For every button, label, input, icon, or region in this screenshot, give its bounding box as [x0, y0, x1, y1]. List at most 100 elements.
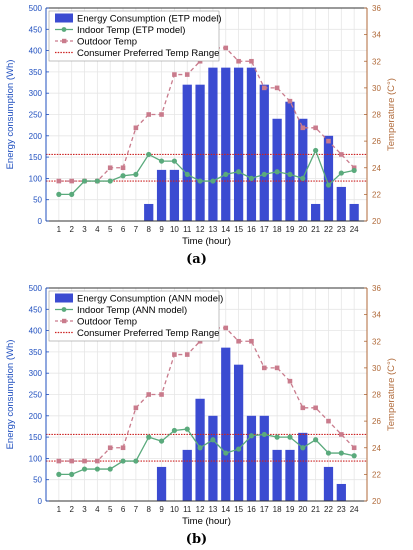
x-tick-label: 24 [350, 225, 359, 234]
x-tick-label: 13 [208, 225, 217, 234]
indoor-temp-point [287, 171, 293, 178]
x-tick-label: 12 [196, 225, 205, 234]
energy-bar [182, 84, 192, 222]
indoor-temp-point [338, 170, 344, 176]
outdoor-temp-point [223, 45, 229, 51]
indoor-temp-point [107, 178, 113, 184]
outdoor-temp-point [339, 432, 344, 437]
x-tick-label: 1 [57, 225, 62, 234]
right-axis-label: Temperature (C°) [386, 78, 397, 151]
legend: Energy Consumption (ETP model)Indoor Tem… [48, 10, 222, 62]
outdoor-temp-point [146, 112, 152, 117]
outdoor-temp-point [351, 445, 357, 451]
indoor-temp-point [158, 438, 165, 444]
x-tick-label: 9 [159, 505, 164, 514]
legend-label: Outdoor Temp [77, 316, 137, 327]
x-tick-label: 3 [82, 225, 87, 234]
legend-swatch-energy [55, 293, 73, 303]
left-tick-label: 250 [29, 111, 43, 120]
indoor-temp-point [81, 466, 88, 472]
left-tick-label: 500 [29, 4, 43, 13]
indoor-temp-point [223, 171, 229, 178]
left-tick-label: 300 [29, 369, 43, 378]
right-tick-label: 28 [372, 111, 381, 120]
right-tick-label: 26 [372, 417, 381, 426]
indoor-temp-point [197, 445, 203, 451]
right-tick-label: 28 [372, 391, 381, 400]
left-tick-label: 250 [29, 391, 43, 400]
left-tick-label: 150 [29, 153, 43, 162]
outdoor-temp-point [120, 445, 126, 451]
left-tick-label: 50 [33, 476, 42, 485]
chart-panel-2: 0501001502002503003504004505002022242628… [5, 284, 397, 547]
energy-bar [272, 449, 282, 501]
outdoor-temp-point [159, 392, 164, 397]
outdoor-temp-point [274, 85, 280, 91]
right-tick-label: 34 [372, 31, 381, 40]
indoor-temp-point [261, 431, 267, 438]
energy-bar [233, 67, 244, 221]
left-tick-label: 350 [29, 68, 43, 77]
x-tick-label: 11 [183, 225, 192, 234]
energy-bar [323, 466, 334, 501]
x-tick-label: 15 [234, 225, 243, 234]
chart-panel-1: 0501001502002503003504004505002022242628… [5, 4, 397, 267]
x-tick-label: 5 [108, 225, 113, 234]
x-tick-label: 6 [121, 225, 126, 234]
left-tick-label: 450 [29, 25, 43, 34]
right-tick-label: 30 [372, 364, 381, 373]
legend-marker-outdoor [62, 38, 67, 44]
outdoor-temp-point [69, 458, 74, 464]
legend-label: Energy Consumption (ANN model) [77, 293, 223, 304]
x-tick-label: 16 [247, 505, 256, 514]
x-tick-label: 7 [134, 505, 139, 514]
outdoor-temp-point [300, 405, 306, 411]
indoor-temp-point [261, 171, 267, 178]
x-tick-label: 2 [69, 505, 74, 514]
left-tick-label: 200 [29, 132, 43, 141]
legend-box [48, 290, 220, 342]
energy-bar [221, 347, 231, 501]
energy-bar [323, 135, 334, 221]
left-tick-label: 100 [29, 454, 43, 463]
x-tick-label: 10 [170, 225, 179, 234]
x-tick-label: 19 [286, 225, 295, 234]
legend-label: Indoor Temp (ANN model) [77, 305, 187, 316]
indoor-temp-point [274, 434, 280, 440]
x-tick-label: 22 [324, 225, 333, 234]
outdoor-temp-point [236, 58, 241, 64]
right-tick-label: 20 [372, 497, 381, 506]
indoor-temp-point [236, 169, 242, 175]
indoor-temp-point [248, 175, 255, 181]
right-tick-label: 24 [372, 444, 381, 453]
x-tick-label: 6 [121, 505, 126, 514]
left-tick-label: 50 [33, 196, 42, 205]
indoor-temp-point [300, 445, 306, 451]
x-tick-label: 18 [273, 225, 282, 234]
outdoor-temp-point [172, 352, 177, 357]
left-axis-label: Energy consumption (Wh) [5, 340, 16, 450]
right-tick-label: 36 [372, 4, 381, 13]
indoor-temp-point [184, 426, 190, 432]
left-tick-label: 500 [29, 284, 43, 293]
x-tick-label: 5 [108, 505, 113, 514]
left-tick-label: 0 [38, 497, 43, 506]
x-tick-label: 9 [159, 225, 164, 234]
x-tick-label: 17 [260, 225, 269, 234]
energy-bar [298, 118, 308, 221]
x-tick-label: 8 [146, 225, 151, 234]
left-tick-label: 400 [29, 327, 43, 336]
outdoor-temp-point [184, 352, 190, 357]
indoor-temp-point [223, 450, 229, 456]
indoor-temp-line [58, 428, 355, 476]
x-tick-label: 4 [95, 225, 100, 234]
outdoor-temp-point [69, 178, 74, 184]
x-tick-label: 14 [221, 505, 230, 514]
left-tick-label: 150 [29, 433, 43, 442]
energy-bar [156, 466, 167, 501]
x-tick-label: 1 [57, 505, 62, 514]
x-tick-label: 20 [298, 225, 307, 234]
x-tick-label: 2 [69, 225, 74, 234]
outdoor-temp-point [287, 98, 293, 104]
